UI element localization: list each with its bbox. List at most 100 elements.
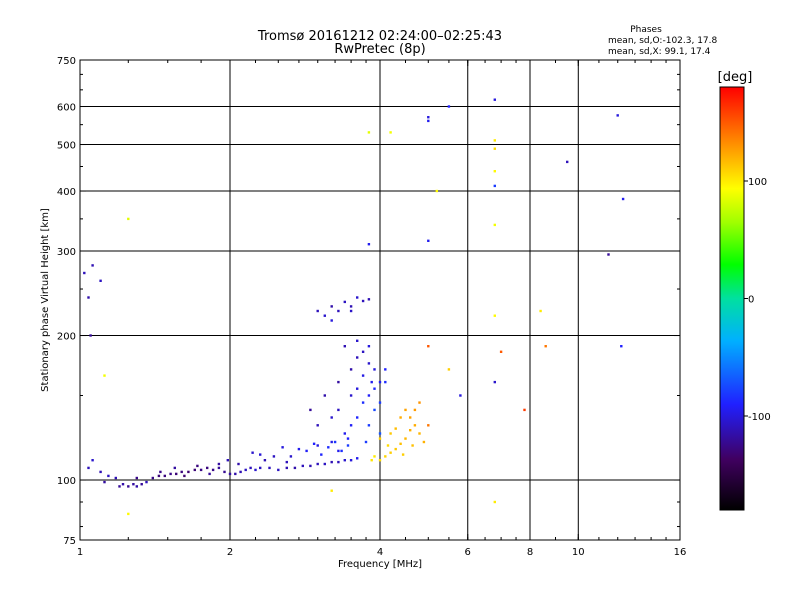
echo-point <box>103 480 106 484</box>
echo-point <box>356 296 359 299</box>
echo-point <box>249 466 252 470</box>
echo-point <box>394 427 397 430</box>
echo-point <box>316 424 319 427</box>
x-tick-label: 1 <box>77 547 83 558</box>
y-tick-label: 400 <box>57 187 76 198</box>
echo-point <box>349 309 353 313</box>
echo-point <box>223 470 226 474</box>
x-axis-label: Frequency [MHz] <box>338 559 422 570</box>
echo-point <box>356 416 359 419</box>
echo-point <box>356 387 359 390</box>
echo-point <box>183 474 186 478</box>
echo-point <box>544 345 547 348</box>
x-axis: 1 2 4 6 8 10 16 <box>77 60 687 558</box>
echo-point <box>356 457 359 460</box>
echo-point <box>367 362 371 365</box>
chart-subtitle: RwPretec (8p) <box>334 42 425 57</box>
echo-point <box>127 512 130 516</box>
echo-point <box>159 470 162 474</box>
colorbar-tick-label: 100 <box>748 177 767 188</box>
echo-point <box>206 466 209 470</box>
echo-point <box>349 368 353 371</box>
echo-point <box>135 476 138 480</box>
data-points <box>83 98 625 516</box>
echo-point <box>343 432 346 435</box>
echo-point <box>493 170 496 173</box>
echo-point <box>616 114 619 117</box>
echo-point <box>289 455 293 458</box>
echo-point <box>234 472 237 476</box>
echo-point <box>316 444 319 447</box>
legend-title: Phases <box>630 25 662 35</box>
echo-point <box>493 147 496 150</box>
echo-point <box>244 468 247 472</box>
y-tick-label: 75 <box>63 536 76 547</box>
echo-point <box>157 474 161 478</box>
echo-point <box>217 462 221 466</box>
echo-point <box>413 408 417 412</box>
echo-point <box>427 116 430 119</box>
echo-point <box>493 223 496 227</box>
echo-point <box>349 459 353 462</box>
x-tick-label: 16 <box>674 547 687 558</box>
echo-point <box>386 444 390 447</box>
y-axis: 75 100 200 300 400 500 600 750 <box>57 56 680 547</box>
echo-point <box>389 131 392 134</box>
echo-point <box>493 184 496 188</box>
echo-point <box>114 476 117 480</box>
echo-point <box>239 470 242 474</box>
echo-point <box>370 380 373 384</box>
y-tick-label: 100 <box>57 476 76 487</box>
echo-point <box>361 374 365 377</box>
echo-point <box>151 476 154 480</box>
echo-point <box>226 459 229 462</box>
y-axis-label: Stationary phase Virtual Height [km] <box>40 208 51 392</box>
echo-point <box>394 447 397 451</box>
echo-point <box>330 489 333 492</box>
echo-point <box>523 408 526 412</box>
echo-point <box>163 474 166 478</box>
echo-point <box>211 468 215 472</box>
echo-point <box>404 437 407 440</box>
echo-point <box>367 298 371 301</box>
echo-point <box>621 197 625 201</box>
echo-point <box>135 485 138 488</box>
echo-point <box>169 472 172 476</box>
echo-point <box>297 447 301 451</box>
x-tick-label: 4 <box>377 547 383 558</box>
echo-point <box>107 474 110 478</box>
echo-point <box>459 394 462 397</box>
echo-point <box>87 296 90 299</box>
echo-point <box>364 440 368 444</box>
y-tick-label: 500 <box>57 141 76 152</box>
x-tick-label: 6 <box>465 547 471 558</box>
echo-point <box>384 380 387 384</box>
echo-point <box>493 98 496 101</box>
echo-point <box>427 119 430 123</box>
echo-point <box>127 485 130 488</box>
echo-point <box>401 453 405 456</box>
x-tick-label: 8 <box>527 547 533 558</box>
echo-point <box>337 309 340 313</box>
echo-point <box>263 459 267 462</box>
echo-point <box>330 440 333 444</box>
echo-point <box>254 468 257 472</box>
echo-point <box>370 459 373 462</box>
echo-point <box>281 446 284 449</box>
echo-point <box>349 394 353 397</box>
echo-point <box>259 453 262 456</box>
echo-point <box>389 451 392 454</box>
echo-point <box>99 279 102 282</box>
legend-line-x: mean, sd,X: 99.1, 17.4 <box>608 47 711 57</box>
x-tick-label: 2 <box>227 547 233 558</box>
echo-point <box>330 460 333 464</box>
echo-point <box>330 416 333 419</box>
echo-point <box>323 462 326 466</box>
echo-point <box>349 424 353 427</box>
echo-point <box>389 432 392 435</box>
echo-point <box>493 500 496 504</box>
echo-point <box>99 470 102 474</box>
echo-point <box>367 345 371 348</box>
echo-point <box>447 368 451 371</box>
echo-point <box>199 468 203 472</box>
